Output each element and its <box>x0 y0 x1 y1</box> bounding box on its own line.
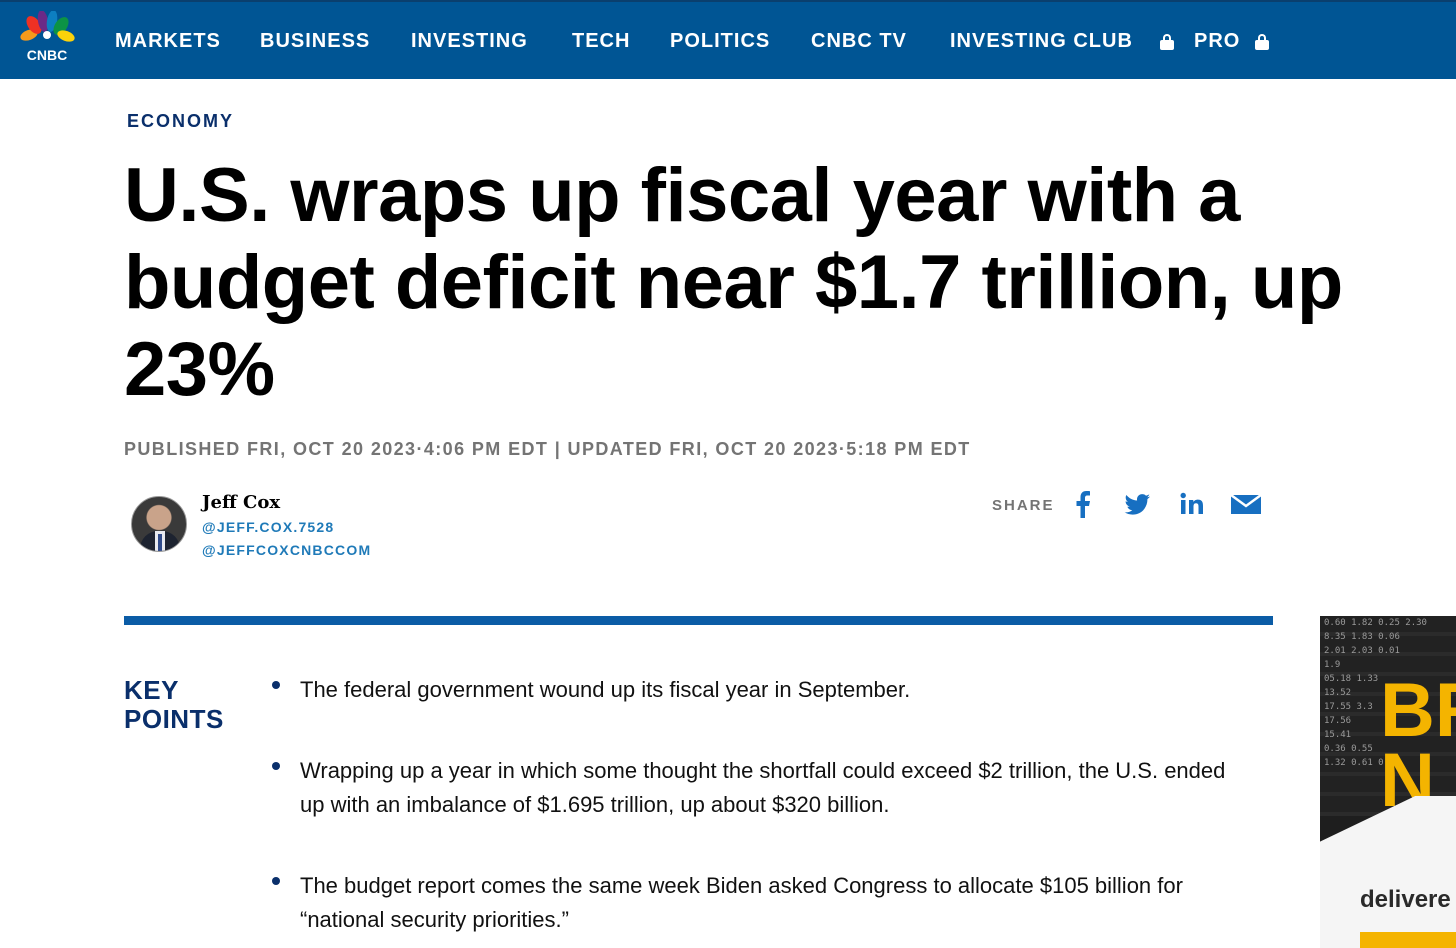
nav-politics[interactable]: POLITICS <box>670 30 771 52</box>
nav-cnbc-tv[interactable]: CNBC TV <box>811 30 907 52</box>
nav-tech[interactable]: TECH <box>572 30 631 52</box>
twitter-icon[interactable] <box>1123 489 1151 519</box>
author-name[interactable]: Jeff Cox <box>202 492 281 513</box>
share-label: SHARE <box>992 497 1055 514</box>
section-divider <box>124 616 1273 625</box>
ad-headline: BR N <box>1380 668 1456 823</box>
section-tag[interactable]: ECONOMY <box>127 111 235 131</box>
key-points-label-line1: KEY <box>124 675 179 705</box>
advertisement[interactable]: 0.60 1.82 0.25 2.30 8.35 1.83 0.06 2.01 … <box>1320 616 1456 948</box>
nav-investing[interactable]: INVESTING <box>411 30 528 52</box>
author-twitter-handle[interactable]: @JEFFCOXCNBCCOM <box>202 542 372 558</box>
top-nav: CNBC MARKETS BUSINESS INVESTING TECH POL… <box>0 0 1456 79</box>
nav-markets[interactable]: MARKETS <box>115 30 221 52</box>
bullet-icon <box>272 681 280 689</box>
ad-text: delivere <box>1360 886 1451 913</box>
key-points-label: KEY POINTS <box>124 676 244 734</box>
ad-white-panel <box>1320 796 1456 948</box>
linkedin-icon[interactable] <box>1180 489 1204 519</box>
email-icon[interactable] <box>1230 489 1262 519</box>
ad-ticker-numbers: 0.60 1.82 0.25 2.30 8.35 1.83 0.06 2.01 … <box>1324 618 1427 768</box>
nav-investing-club[interactable]: INVESTING CLUB <box>950 30 1133 52</box>
logo-text: CNBC <box>26 47 68 63</box>
nav-business[interactable]: BUSINESS <box>260 30 371 52</box>
lock-icon <box>1255 34 1269 50</box>
peacock-icon <box>20 11 75 42</box>
key-point-item: The budget report comes the same week Bi… <box>300 873 1183 932</box>
author-facebook-handle[interactable]: @JEFF.COX.7528 <box>202 519 335 535</box>
dateline: PUBLISHED FRI, OCT 20 2023·4:06 PM EDT |… <box>124 439 971 460</box>
bullet-icon <box>272 877 280 885</box>
headline: U.S. wraps up fiscal year with a budget … <box>124 153 1343 412</box>
cnbc-logo[interactable]: CNBC <box>14 11 82 67</box>
ad-ticker-background <box>1320 616 1456 816</box>
nav-pro[interactable]: PRO <box>1194 30 1241 52</box>
key-point-item: Wrapping up a year in which some thought… <box>300 758 1226 817</box>
author-avatar[interactable] <box>131 496 187 552</box>
bullet-icon <box>272 762 280 770</box>
facebook-icon[interactable] <box>1075 489 1091 519</box>
lock-icon <box>1160 34 1174 50</box>
date-separator: | <box>548 439 568 459</box>
updated-time: UPDATED FRI, OCT 20 2023·5:18 PM EDT <box>567 439 971 459</box>
ad-cta-button[interactable] <box>1360 932 1456 948</box>
key-points-label-line2: POINTS <box>124 704 224 734</box>
published-time: PUBLISHED FRI, OCT 20 2023·4:06 PM EDT <box>124 439 549 459</box>
key-point-item: The federal government wound up its fisc… <box>300 677 911 702</box>
